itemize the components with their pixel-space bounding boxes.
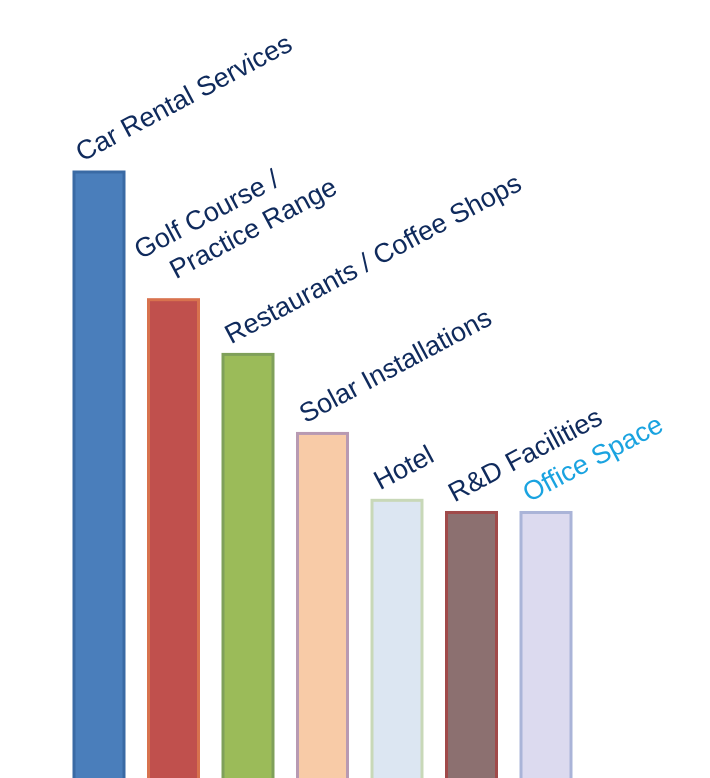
bar-1 <box>72 170 126 778</box>
bar-label-1: Car Rental Services <box>71 28 297 167</box>
bar-6 <box>445 510 498 778</box>
bar-label-line: Hotel <box>369 440 439 496</box>
bar-label-line: Car Rental Services <box>71 28 297 167</box>
bars-layer <box>72 170 573 778</box>
bar-label-2: Golf Course /Practice Range <box>129 164 341 285</box>
bar-4 <box>296 431 349 778</box>
bar-label-4: Solar Installations <box>294 302 496 429</box>
bar-label-5: Hotel <box>369 440 439 496</box>
bar-7 <box>519 510 573 778</box>
bar-5 <box>370 498 424 778</box>
bar-label-line: Solar Installations <box>294 302 496 429</box>
bar-3 <box>221 352 275 778</box>
bar-2 <box>147 298 200 778</box>
